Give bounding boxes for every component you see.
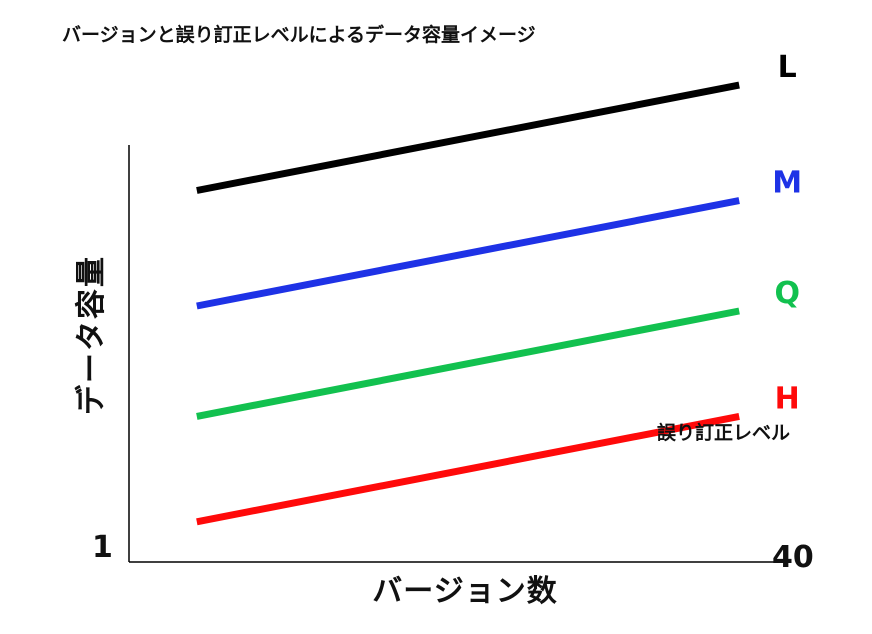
series-layer: L M Q H [196,50,802,526]
series-line-m [196,197,740,310]
series-label-l: L [778,50,797,85]
x-tick-max: 40 [772,540,814,575]
legend-title: 誤り訂正レベル [657,422,791,444]
x-axis-label: バージョン数 [372,574,558,609]
series-line-h [196,412,740,526]
y-axis-label: データ容量 [74,255,109,415]
x-tick-min: 1 [92,530,113,565]
series-label-q: Q [774,276,800,311]
series-label-h: H [775,381,800,416]
series-line-l [196,81,740,194]
series-line-q [196,307,740,420]
chart-title: バージョンと誤り訂正レベルによるデータ容量イメージ [62,24,536,46]
series-label-m: M [772,166,802,201]
